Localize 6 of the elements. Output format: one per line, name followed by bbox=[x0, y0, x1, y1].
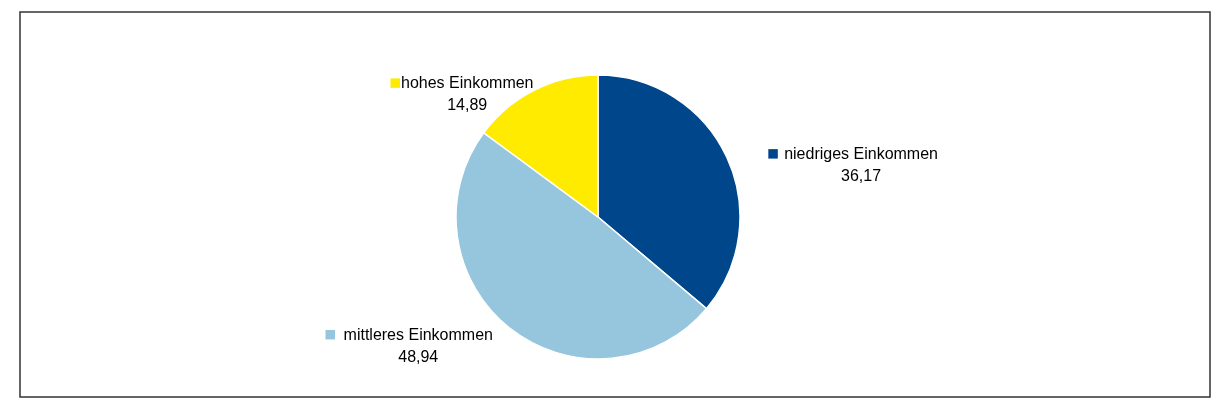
data-label: 48,94 bbox=[398, 347, 439, 365]
data-label: 14,89 bbox=[447, 96, 488, 114]
legend-label: mittleres Einkommen bbox=[343, 325, 493, 343]
legend-label: niedriges Einkommen bbox=[784, 144, 938, 162]
legend-label: hohes Einkommen bbox=[400, 74, 534, 92]
data-label: 36,17 bbox=[841, 166, 882, 184]
